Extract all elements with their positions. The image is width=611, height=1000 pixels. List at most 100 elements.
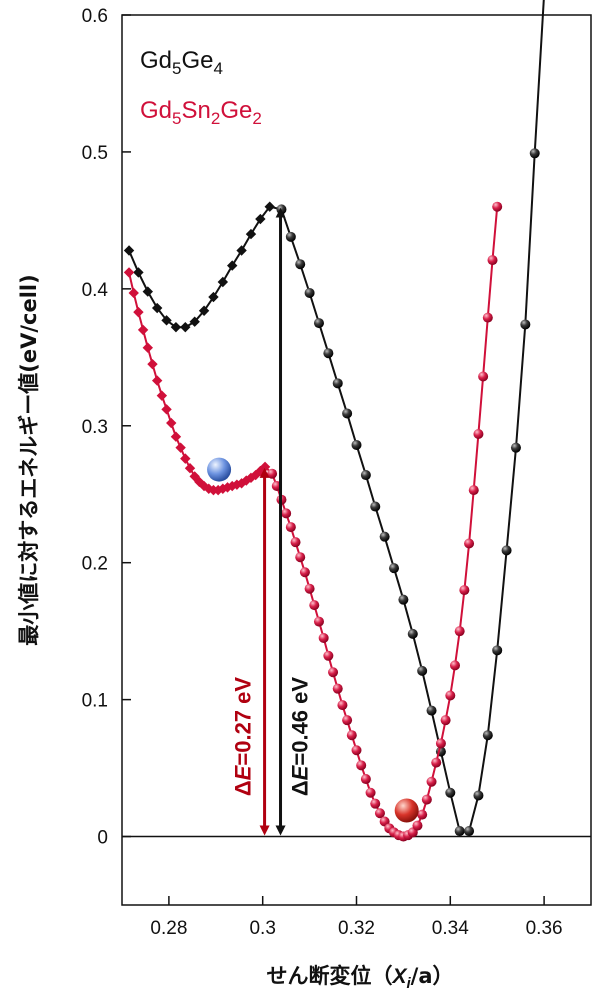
data-point-diamond [161, 315, 172, 326]
data-point-sphere [431, 757, 442, 768]
x-tick-label: 0.32 [338, 918, 375, 939]
data-point-sphere [492, 645, 503, 656]
data-point-sphere [379, 531, 390, 542]
data-point-sphere [299, 567, 310, 578]
data-point-sphere [417, 809, 428, 820]
data-point-sphere [482, 730, 493, 741]
data-point-diamond [133, 267, 144, 278]
data-point-sphere [304, 287, 315, 298]
data-point-sphere [464, 538, 475, 549]
data-point-diamond [166, 417, 177, 429]
data-point-sphere [332, 378, 343, 389]
data-point-diamond [137, 324, 149, 336]
data-point-sphere [313, 616, 324, 627]
data-point-sphere [304, 583, 315, 594]
blue-ball [207, 457, 232, 482]
x-tick-label: 0.3 [249, 918, 275, 939]
ball-layer [207, 457, 419, 823]
legend-entry-gd5sn2ge2: Gd5Sn2Ge2 [140, 97, 262, 128]
data-point-diamond [198, 305, 210, 316]
data-point-sphere [473, 790, 484, 801]
data-point-sphere [370, 798, 381, 809]
data-point-sphere [346, 730, 357, 741]
x-axis-title-sub: i [407, 975, 412, 992]
data-point-sphere [449, 660, 460, 671]
data-point-sphere [440, 715, 451, 726]
series-gd5ge4 [123, 0, 545, 837]
data-point-sphere [351, 745, 362, 756]
data-point-diamond [227, 260, 238, 271]
x-tick-label: 0.28 [150, 918, 187, 939]
data-point-sphere [323, 650, 334, 661]
y-tick-label: 0.5 [82, 143, 108, 164]
data-point-sphere [389, 563, 400, 574]
x-axis-ticks: 0.28 0.3 0.32 0.34 0.36 [150, 896, 563, 939]
data-point-sphere [445, 787, 456, 798]
data-point-diamond [151, 375, 163, 386]
data-point-sphere [360, 774, 371, 785]
data-point-diamond [189, 316, 200, 327]
series-line [128, 0, 545, 833]
data-point-sphere [337, 700, 348, 711]
data-point-sphere [454, 826, 465, 837]
annotation-layer: ΔE=0.27 eV ΔE=0.46 eV [231, 207, 313, 836]
data-point-sphere [332, 683, 343, 694]
red-ball [394, 798, 419, 823]
data-point-sphere [464, 826, 475, 837]
barrier-annotation: ΔE=0.27 eV [231, 467, 270, 836]
y-tick-label: 0.1 [82, 691, 108, 712]
data-point-sphere [342, 715, 353, 726]
x-axis-title-suffix: /a） [411, 964, 454, 988]
data-point-sphere [267, 468, 278, 479]
data-point-sphere [295, 259, 306, 270]
x-tick-label: 0.34 [432, 918, 469, 939]
data-point-sphere [309, 600, 320, 611]
y-axis-title: 最小値に対するエネルギー値(eV/cell) [17, 274, 41, 645]
data-point-diamond [236, 245, 247, 256]
data-point-sphere [351, 439, 362, 450]
data-point-sphere [313, 318, 324, 329]
x-axis-title-var: X [391, 965, 408, 988]
data-point-sphere [374, 808, 385, 819]
data-point-diamond [208, 291, 219, 303]
data-point-sphere [510, 442, 521, 453]
data-point-sphere [478, 371, 489, 382]
data-point-sphere [482, 312, 493, 323]
plot-area [121, 14, 592, 906]
data-point-sphere [492, 201, 503, 212]
y-tick-label: 0.3 [82, 417, 108, 438]
data-point-sphere [459, 585, 470, 596]
data-point-sphere [370, 501, 381, 512]
data-point-sphere [468, 485, 479, 496]
data-point-diamond [123, 267, 135, 278]
data-point-sphere [342, 408, 353, 419]
data-point-sphere [520, 319, 531, 330]
barrier-annotation: ΔE=0.46 eV [275, 207, 313, 836]
x-axis-title-prefix: せん断変位（ [266, 964, 392, 988]
data-point-sphere [323, 348, 334, 359]
data-point-diamond [184, 463, 196, 474]
data-point-diamond [133, 306, 144, 318]
data-point-diamond [142, 342, 153, 353]
legend-entry-gd5ge4: Gd5Ge4 [140, 47, 223, 78]
data-point-sphere [445, 690, 456, 701]
plot-frame [121, 14, 592, 906]
data-point-sphere [501, 545, 512, 556]
series-layer [123, 0, 545, 842]
data-point-sphere [435, 738, 446, 749]
data-point-sphere [398, 594, 409, 605]
y-tick-label: 0 [97, 828, 108, 849]
y-tick-label: 0.4 [82, 280, 109, 301]
x-tick-label: 0.36 [526, 918, 563, 939]
data-point-diamond [128, 287, 139, 299]
data-point-sphere [417, 665, 428, 676]
data-point-sphere [421, 794, 432, 805]
data-point-diamond [245, 228, 257, 240]
legend: Gd5Ge4 Gd5Sn2Ge2 [140, 47, 262, 128]
data-point-sphere [412, 820, 423, 831]
series-gd5sn2ge2 [123, 201, 503, 842]
data-point-sphere [426, 705, 437, 716]
data-point-sphere [454, 626, 465, 637]
data-point-diamond [156, 390, 168, 401]
